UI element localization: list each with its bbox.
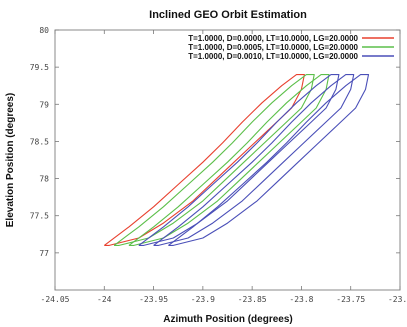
y-axis-label: Elevation Position (degrees) <box>5 93 16 227</box>
legend-label-2: T=1.0000, D=0.0005, LT=10.0000, LG=20.00… <box>188 43 358 52</box>
series-2-loop-2 <box>128 74 330 246</box>
series-1 <box>103 74 305 246</box>
y-tick-label: 77 <box>39 249 49 258</box>
legend: T=1.0000, D=0.0000, LT=10.0000, LG=20.00… <box>188 34 394 61</box>
y-tick-label: 78 <box>39 175 49 184</box>
x-tick-label: -23.7 <box>388 295 407 304</box>
x-tick-label: -23.85 <box>238 295 267 304</box>
series-3 <box>138 74 370 246</box>
x-tick-label: -24.05 <box>41 295 70 304</box>
x-tick-label: -24 <box>97 295 112 304</box>
x-tick-label: -23.9 <box>191 295 215 304</box>
legend-label-1: T=1.0000, D=0.0000, LT=10.0000, LG=20.00… <box>188 34 358 43</box>
y-tick-label: 79 <box>39 100 49 109</box>
series-3-loop-1 <box>138 74 340 246</box>
series-2-loop-1 <box>113 74 315 246</box>
ticks-layer: -24.05 -24 -23.95 -23.9 -23.85 -23.8 -23.75 -23… <box>30 26 407 304</box>
x-tick-label: -23.8 <box>289 295 313 304</box>
x-tick-label: -23.95 <box>139 295 168 304</box>
plot-frame <box>54 29 401 291</box>
series-2 <box>113 74 330 246</box>
y-tick-label: 80 <box>39 26 49 35</box>
series-3-loop-2 <box>153 74 355 246</box>
series-3-loop-3 <box>168 74 370 246</box>
y-tick-label: 79.5 <box>30 63 49 72</box>
x-tick-label: -23.75 <box>336 295 365 304</box>
series-1-loop-1 <box>103 74 305 246</box>
series-layer <box>103 74 370 246</box>
chart-title: Inclined GEO Orbit Estimation <box>149 9 307 21</box>
legend-label-3: T=1.0000, D=0.0010, LT=10.0000, LG=20.00… <box>188 52 358 61</box>
y-tick-label: 78.5 <box>30 137 49 146</box>
x-axis-label: Azimuth Position (degrees) <box>163 314 292 325</box>
y-tick-label: 77.5 <box>30 212 49 221</box>
